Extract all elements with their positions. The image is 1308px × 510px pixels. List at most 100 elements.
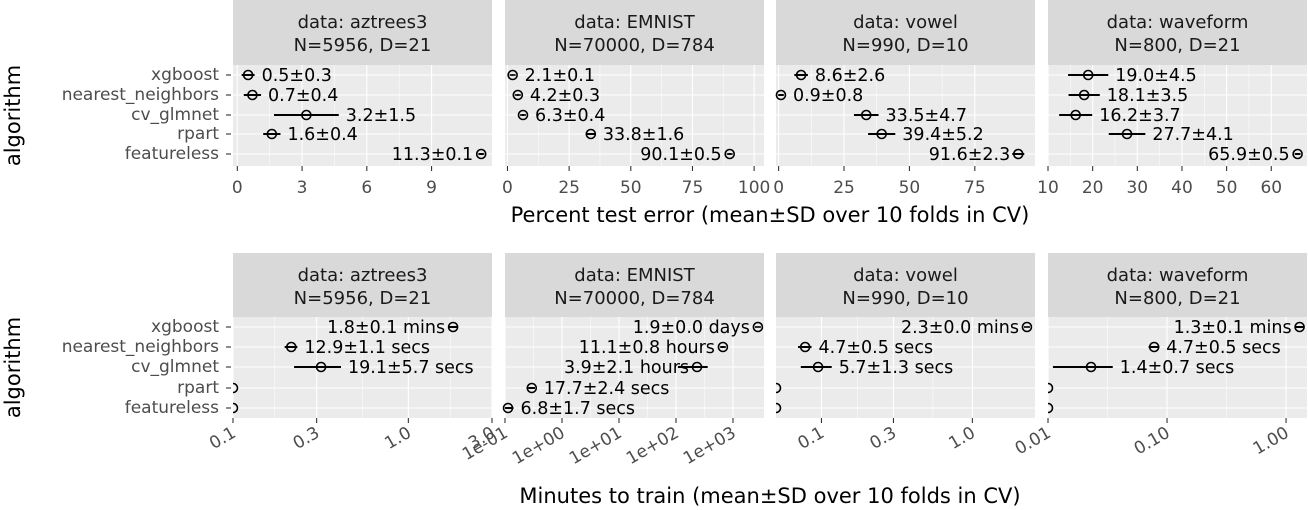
point-marker-cv_glmnet	[1070, 109, 1081, 121]
facet-strip-title: data: vowel	[853, 265, 958, 286]
x-tick-label: 60	[1260, 178, 1282, 198]
point-marker-rpart	[1121, 128, 1133, 140]
point-marker-featureless	[1047, 402, 1054, 414]
facet-strip-title: data: vowel	[853, 12, 958, 33]
point-label-nearest_neighbors: 12.9±1.1 secs	[304, 338, 430, 358]
point-nearest_neighbors: 4.2±0.3	[512, 86, 600, 106]
facet-strip	[505, 253, 764, 317]
facet-strip-subtitle: N=70000, D=784	[554, 288, 715, 309]
x-tick-label: 10	[1037, 178, 1059, 198]
x-tick-label: 0.1	[795, 423, 828, 454]
y-tick-label-xgboost: xgboost	[151, 65, 219, 85]
point-label-cv_glmnet: 3.2±1.5	[346, 106, 416, 126]
facet-strip	[776, 0, 1035, 65]
point-xgboost: 0.5±0.3	[241, 66, 332, 86]
point-label-xgboost: 1.9±0.0 days	[633, 318, 750, 338]
facet-strip	[505, 0, 764, 65]
point-marker-nearest_neighbors	[775, 89, 787, 101]
point-marker-xgboost	[1082, 69, 1094, 81]
facet-strip	[233, 0, 492, 65]
point-marker-featureless	[775, 402, 782, 414]
point-label-featureless: 90.1±0.5	[640, 145, 721, 165]
point-marker-nearest_neighbors	[799, 341, 811, 353]
x-axis-title: Minutes to train (mean±SD over 10 folds …	[519, 484, 1020, 508]
facet-strip-subtitle: N=5956, D=21	[294, 35, 432, 56]
facet-strip-title: data: EMNIST	[574, 265, 695, 286]
point-label-xgboost: 2.1±0.1	[525, 66, 595, 86]
facet-strip	[233, 253, 492, 317]
point-label-featureless: 65.9±0.5	[1208, 145, 1289, 165]
facet-strip-title: data: aztrees3	[298, 265, 428, 286]
point-marker-xgboost	[507, 69, 518, 81]
point-xgboost: 8.6±2.6	[794, 66, 885, 86]
point-label-cv_glmnet: 19.1±5.7 secs	[348, 358, 474, 378]
x-tick-label: 0.10	[1131, 423, 1174, 459]
x-tick-label: 9	[426, 178, 437, 198]
x-tick-label: 25	[833, 178, 855, 198]
x-tick-label: 0.3	[290, 423, 323, 454]
point-label-nearest_neighbors: 0.7±0.4	[268, 86, 338, 106]
point-marker-nearest_neighbors	[1148, 341, 1160, 353]
point-marker-cv_glmnet	[691, 361, 703, 373]
point-featureless: 6.8±1.7 secs	[502, 399, 636, 419]
point-marker-xgboost	[1021, 321, 1033, 333]
point-nearest_neighbors: 0.7±0.4	[243, 86, 338, 106]
x-tick-label: 50	[899, 178, 921, 198]
point-label-rpart: 17.7±2.4 secs	[544, 379, 670, 399]
point-marker-rpart	[266, 128, 278, 140]
x-tick-label: 1.0	[945, 423, 978, 454]
point-marker-featureless	[502, 402, 514, 414]
point-cv_glmnet: 3.9±2.1 hours	[564, 358, 708, 378]
point-label-rpart: 33.8±1.6	[603, 125, 684, 145]
facet-strip-subtitle: N=800, D=21	[1114, 288, 1240, 309]
facet-strip-subtitle: N=70000, D=784	[554, 35, 715, 56]
point-rpart: 39.4±5.2	[868, 125, 984, 145]
point-label-cv_glmnet: 5.7±1.3 secs	[839, 358, 954, 378]
x-tick-label: 75	[682, 178, 704, 198]
y-tick-label-rpart: rpart	[177, 124, 219, 144]
point-label-nearest_neighbors: 4.2±0.3	[530, 86, 600, 106]
y-tick-label-featureless: featureless	[125, 144, 219, 164]
point-label-cv_glmnet: 1.4±0.7 secs	[1120, 358, 1235, 378]
point-featureless: 90.1±0.5	[640, 145, 736, 165]
facet-strip-title: data: aztrees3	[298, 12, 428, 33]
point-cv_glmnet: 33.5±4.7	[853, 106, 967, 126]
y-axis-title: algorithm	[1, 65, 25, 166]
facet-strip-title: data: EMNIST	[574, 12, 695, 33]
point-marker-rpart	[876, 128, 887, 140]
facet-row-2: algorithm xgboostnearest_neighborscv_glmn…	[1, 253, 1307, 508]
point-label-cv_glmnet: 16.2±3.7	[1099, 106, 1180, 126]
point-xgboost: 2.1±0.1	[507, 66, 595, 86]
point-cv_glmnet: 6.3±0.4	[517, 106, 605, 126]
x-tick-label: 1.0	[381, 423, 414, 454]
point-label-rpart: 39.4±5.2	[902, 125, 983, 145]
x-tick-label: 1.00	[1250, 423, 1293, 459]
x-tick-label: 1e+00	[509, 423, 568, 469]
x-tick-label: 0.1	[206, 423, 239, 454]
point-featureless: 65.9±0.5	[1208, 145, 1303, 165]
y-tick-label-nearest_neighbors: nearest_neighbors	[62, 85, 219, 105]
x-tick-label: 0.01	[1012, 423, 1055, 459]
point-label-xgboost: 19.0±4.5	[1115, 66, 1196, 86]
point-cv_glmnet: 3.2±1.5	[274, 106, 416, 126]
point-marker-cv_glmnet	[315, 361, 327, 373]
y-tick-label-cv_glmnet: cv_glmnet	[131, 357, 219, 377]
point-rpart: 27.7±4.1	[1108, 125, 1234, 145]
point-label-featureless: 91.6±2.3	[929, 145, 1010, 165]
point-marker-cv_glmnet	[1085, 361, 1097, 373]
point-featureless	[1047, 402, 1054, 414]
point-xgboost: 19.0±4.5	[1068, 66, 1197, 86]
point-nearest_neighbors: 12.9±1.1 secs	[284, 338, 430, 358]
point-label-featureless: 6.8±1.7 secs	[521, 399, 636, 419]
point-marker-featureless	[724, 148, 736, 160]
point-marker-nearest_neighbors	[512, 89, 524, 101]
point-marker-rpart	[526, 382, 538, 394]
point-label-xgboost: 1.3±0.1 mins	[1174, 318, 1292, 338]
point-marker-rpart	[1047, 382, 1054, 394]
